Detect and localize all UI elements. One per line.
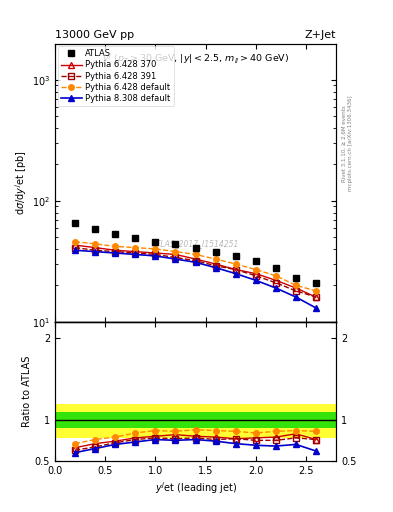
ATLAS [93, 226, 97, 232]
Pythia 6.428 370 [213, 261, 218, 267]
Pythia 8.308 default [93, 248, 97, 254]
Line: Pythia 6.428 370: Pythia 6.428 370 [72, 242, 319, 300]
Pythia 8.308 default [173, 256, 178, 262]
Pythia 6.428 370 [274, 277, 278, 283]
Pythia 6.428 default [113, 243, 118, 249]
Pythia 8.308 default [253, 277, 258, 283]
ATLAS [253, 258, 258, 264]
ATLAS [274, 265, 278, 271]
ATLAS [133, 235, 138, 241]
Pythia 6.428 370 [173, 251, 178, 258]
Pythia 8.308 default [274, 285, 278, 291]
Text: Z+Jet: Z+Jet [305, 30, 336, 40]
ATLAS [294, 275, 298, 281]
Line: Pythia 6.428 default: Pythia 6.428 default [72, 239, 319, 293]
Pythia 6.428 default [133, 245, 138, 251]
Pythia 8.308 default [153, 253, 158, 259]
Pythia 6.428 370 [73, 242, 77, 248]
Pythia 6.428 391 [253, 273, 258, 279]
Pythia 6.428 default [153, 246, 158, 252]
Legend: ATLAS, Pythia 6.428 370, Pythia 6.428 391, Pythia 6.428 default, Pythia 8.308 de: ATLAS, Pythia 6.428 370, Pythia 6.428 39… [57, 46, 174, 106]
ATLAS [233, 253, 238, 259]
Line: ATLAS: ATLAS [72, 220, 320, 286]
Pythia 8.308 default [113, 250, 118, 256]
Pythia 6.428 391 [93, 247, 97, 253]
Text: 13000 GeV pp: 13000 GeV pp [55, 30, 134, 40]
Pythia 6.428 default [173, 248, 178, 254]
Pythia 6.428 370 [253, 270, 258, 276]
Pythia 6.428 370 [233, 266, 238, 272]
Line: Pythia 8.308 default: Pythia 8.308 default [72, 247, 319, 311]
ATLAS [153, 239, 158, 245]
Text: Rivet 3.1.10, ≥ 2.6M events: Rivet 3.1.10, ≥ 2.6M events [342, 105, 346, 182]
Pythia 6.428 391 [73, 245, 77, 251]
Pythia 6.428 391 [274, 280, 278, 286]
ATLAS [173, 241, 178, 247]
Pythia 6.428 370 [153, 250, 158, 256]
Pythia 6.428 default [193, 251, 198, 258]
Text: mcplots.cern.ch [arXiv:1306.3436]: mcplots.cern.ch [arXiv:1306.3436] [349, 96, 353, 191]
Pythia 6.428 default [253, 266, 258, 272]
Pythia 6.428 default [274, 273, 278, 279]
Pythia 6.428 default [314, 288, 318, 294]
ATLAS [73, 220, 77, 226]
Pythia 6.428 391 [153, 251, 158, 258]
Pythia 8.308 default [213, 265, 218, 271]
Pythia 6.428 default [294, 282, 298, 288]
Pythia 6.428 391 [213, 263, 218, 269]
Pythia 8.308 default [233, 270, 238, 276]
Pythia 6.428 391 [294, 288, 298, 294]
Pythia 8.308 default [294, 294, 298, 300]
Pythia 6.428 default [233, 261, 238, 267]
Text: ATLAS_2017_I1514251: ATLAS_2017_I1514251 [152, 239, 239, 248]
Pythia 6.428 default [73, 239, 77, 245]
Line: Pythia 6.428 391: Pythia 6.428 391 [72, 245, 319, 300]
ATLAS [113, 231, 118, 237]
X-axis label: $y^{j}$et (leading jet): $y^{j}$et (leading jet) [154, 480, 237, 496]
Pythia 6.428 391 [173, 254, 178, 261]
Pythia 6.428 370 [133, 248, 138, 254]
Pythia 6.428 370 [294, 285, 298, 291]
Pythia 6.428 default [213, 256, 218, 262]
Pythia 6.428 391 [193, 258, 198, 264]
Pythia 6.428 391 [133, 250, 138, 256]
Pythia 6.428 370 [314, 294, 318, 300]
Pythia 6.428 370 [193, 256, 198, 262]
Pythia 6.428 391 [233, 266, 238, 272]
Pythia 6.428 370 [113, 247, 118, 253]
ATLAS [314, 280, 318, 286]
Y-axis label: Ratio to ATLAS: Ratio to ATLAS [22, 355, 32, 427]
Pythia 8.308 default [73, 247, 77, 253]
Pythia 6.428 default [93, 241, 97, 247]
ATLAS [213, 248, 218, 254]
Pythia 6.428 391 [113, 248, 118, 254]
Y-axis label: d$\sigma$/d$y^{j}$et [pb]: d$\sigma$/d$y^{j}$et [pb] [13, 151, 29, 215]
Pythia 6.428 370 [93, 245, 97, 251]
ATLAS [193, 245, 198, 251]
Pythia 8.308 default [133, 251, 138, 258]
Pythia 8.308 default [193, 259, 198, 265]
Text: $y^{j}$ $(p_{T} > 30$ GeV, $|y| < 2.5$, $m_{ll} > 40$ GeV): $y^{j}$ $(p_{T} > 30$ GeV, $|y| < 2.5$, … [102, 52, 289, 67]
Pythia 6.428 391 [314, 294, 318, 300]
Pythia 8.308 default [314, 305, 318, 311]
